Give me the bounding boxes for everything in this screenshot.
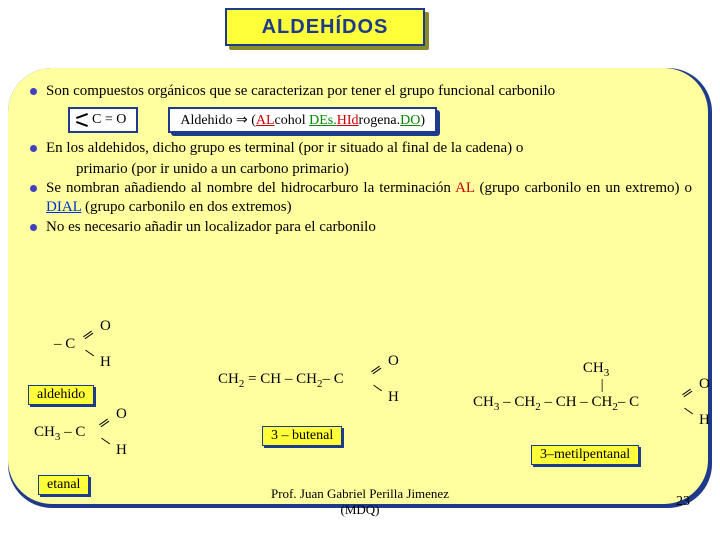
label-aldehido: aldehido [28, 385, 94, 405]
title-box: ALDEHÍDOS [225, 8, 425, 46]
etym-hid: HId [337, 113, 359, 128]
bullet-2: En los aldehidos, dicho grupo es termina… [28, 139, 692, 158]
example-butenal: CH2 = CH – CH2– C ═ O ─ H 3 – butenal [218, 370, 344, 446]
bullet-2-cont: primario (por ir unido a un carbono prim… [28, 160, 692, 179]
term-al: AL [455, 180, 474, 196]
etym-do: DO [400, 113, 420, 128]
bullet-4: No es necesario añadir un localizador pa… [28, 218, 692, 237]
footer-page-number: 23 [676, 494, 690, 510]
content-area: Son compuestos orgánicos que se caracter… [28, 82, 692, 239]
title-text: ALDEHÍDOS [262, 16, 389, 39]
etym-word: Aldehido [180, 113, 232, 128]
footer-professor: Prof. Juan Gabriel Perilla Jimenez(MDQ) [0, 486, 720, 518]
etym-des: DEs. [309, 113, 337, 128]
etym-al: AL [256, 113, 275, 128]
example-aldehido: – C ═ O ─ H aldehido CH3 – C ═ O ─ H [28, 335, 94, 495]
term-dial: DIAL [46, 199, 81, 215]
carbonyl-box: C = O [68, 107, 138, 133]
label-metilpentanal: 3–metilpentanal [531, 445, 639, 465]
bullet-1: Son compuestos orgánicos que se caracter… [28, 82, 692, 101]
bullet-1-text: Son compuestos orgánicos que se caracter… [46, 82, 692, 101]
label-butenal: 3 – butenal [262, 426, 342, 446]
etymology-row: C = O Aldehido ⇒ (ALcohol DEs.HIdrogena.… [68, 107, 692, 134]
example-metilpentanal: CH3 | CH3 – CH2 – CH – CH2– C ═ O ─ H 3–… [473, 360, 639, 465]
etym-arrow: ⇒ [236, 111, 248, 127]
bullet-3: Se nombran añadiendo al nombre del hidro… [28, 179, 692, 217]
etymology-box: Aldehido ⇒ (ALcohol DEs.HIdrogena.DO) [168, 107, 437, 134]
